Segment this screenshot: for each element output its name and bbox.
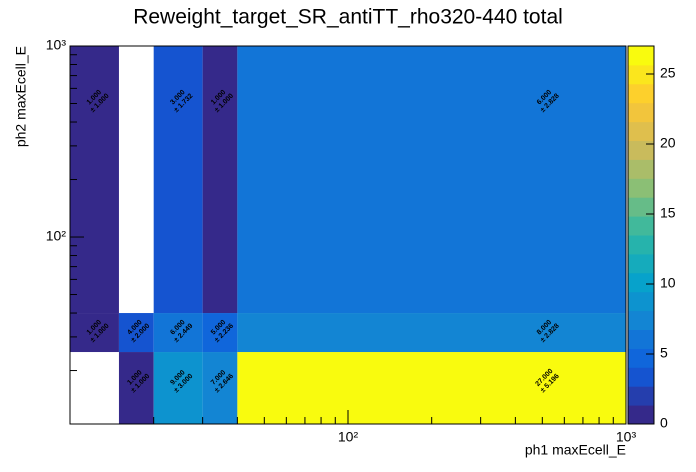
heatmap-cell — [237, 313, 626, 353]
heatmap-cell — [153, 352, 203, 424]
chart-title: Reweight_target_SR_antiTT_rho320-440 tot… — [133, 6, 563, 29]
colorbar-band — [628, 159, 654, 179]
colorbar-band — [628, 272, 654, 293]
colorbar-band — [628, 291, 654, 312]
colorbar-band — [628, 121, 654, 141]
y-axis-label: ph2 maxEcell_E — [13, 46, 29, 147]
colorbar-band — [628, 46, 654, 66]
colorbar-frame — [627, 45, 655, 425]
colorbar-band — [628, 102, 654, 123]
colorbar-band — [628, 235, 654, 255]
heatmap-cell — [202, 352, 238, 424]
cells — [70, 46, 626, 424]
heatmap-cell — [118, 352, 154, 424]
colorbar-band — [628, 83, 654, 104]
heatmap-cell — [202, 46, 238, 314]
heatmap-cell — [202, 313, 238, 353]
x-tick-label: 10³ — [616, 429, 637, 445]
heatmap-cell — [237, 46, 626, 314]
heatmap-cell — [70, 313, 119, 353]
colorbar-band — [628, 197, 654, 217]
colorbar-band — [628, 310, 654, 330]
colorbar-tick-label: 20 — [660, 135, 676, 151]
colorbar-band — [628, 329, 654, 349]
colorbar-tick-label: 0 — [660, 415, 668, 431]
heatmap-cell — [118, 313, 154, 353]
colorbar-band — [628, 386, 654, 406]
heatmap-cell — [70, 46, 119, 314]
x-tick-label: 10² — [338, 429, 359, 445]
colorbar-tick-label: 15 — [660, 205, 676, 221]
heatmap-cell — [153, 313, 203, 353]
heatmap-cell — [237, 352, 626, 424]
colorbar-band — [628, 64, 654, 85]
colorbar-band — [628, 348, 654, 368]
x-axis-label: ph1 maxEcell_E — [525, 442, 626, 458]
y-tick-label: 10³ — [46, 37, 67, 53]
colorbar-band — [628, 178, 654, 198]
colorbar-tick-label: 5 — [660, 345, 668, 361]
colorbar-band — [628, 216, 654, 236]
colorbar-band — [628, 140, 654, 160]
heatmap-cell — [153, 46, 203, 314]
colorbar-band — [628, 405, 654, 425]
colorbar-band — [628, 367, 654, 387]
y-tick-label: 10² — [46, 228, 67, 244]
colorbar-tick-label: 25 — [660, 65, 676, 81]
colorbar-band — [628, 253, 654, 274]
colorbar-tick-label: 10 — [660, 275, 676, 291]
